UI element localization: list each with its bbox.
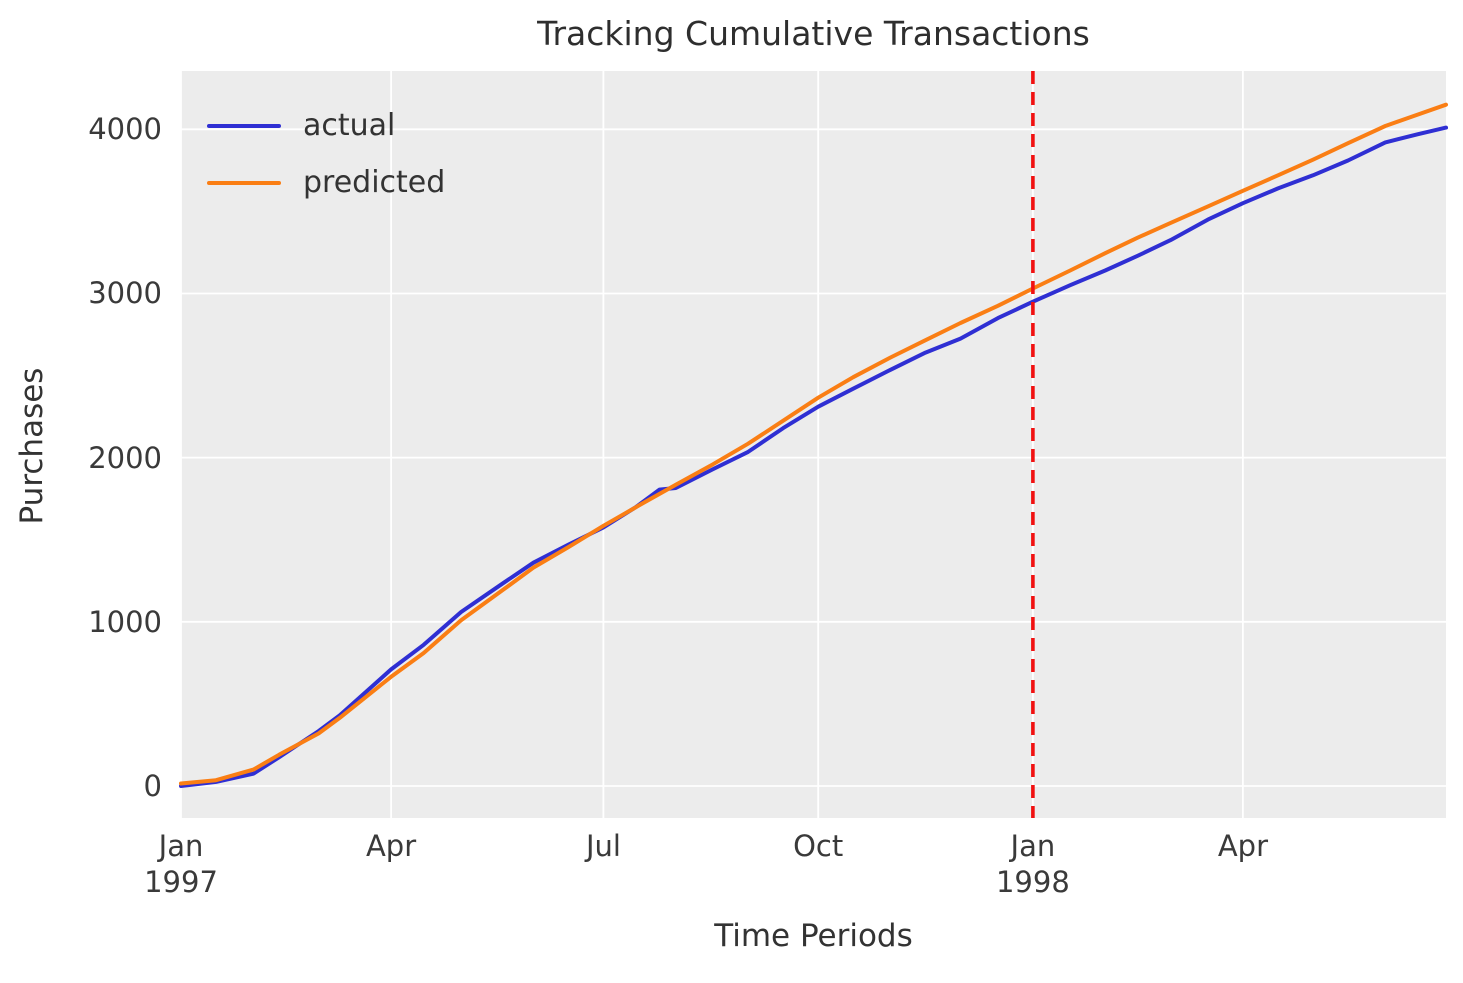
legend-line-swatch [207, 180, 281, 185]
x-tick-label: Apr [1217, 829, 1269, 863]
x-tick-label: Jul [585, 829, 621, 863]
x-tick-label: Oct [793, 829, 844, 863]
legend-line-swatch [207, 123, 281, 128]
y-tick-label: 0 [143, 768, 162, 803]
chart-title: Tracking Cumulative Transactions [537, 14, 1090, 53]
legend-row: actual [207, 97, 445, 154]
legend-label: actual [303, 108, 396, 143]
y-tick-label: 2000 [88, 440, 162, 475]
predicted-line [179, 102, 1448, 786]
y-tick-label: 1000 [88, 604, 162, 639]
x-tick-year: 1998 [995, 865, 1070, 899]
y-tick-label: 4000 [88, 112, 162, 147]
x-tick-label: Jan 1998 [953, 828, 1113, 900]
x-axis-label: Time Periods [714, 918, 913, 954]
y-tick-label: 3000 [88, 276, 162, 311]
legend: actual predicted [207, 97, 445, 211]
actual-line [179, 125, 1448, 788]
x-tick-label: Jan 1997 [101, 828, 261, 900]
legend-row: predicted [207, 154, 445, 211]
x-tick-year: 1997 [144, 865, 218, 899]
x-tick-label: Apr [365, 829, 417, 863]
legend-label: predicted [303, 165, 446, 200]
